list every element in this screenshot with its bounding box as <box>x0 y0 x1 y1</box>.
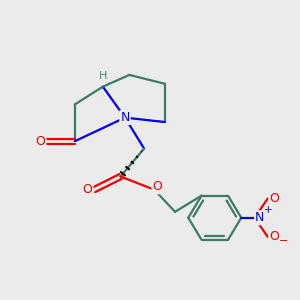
Text: O: O <box>82 183 92 196</box>
Text: N: N <box>255 211 265 224</box>
Text: +: + <box>263 206 272 215</box>
Text: H: H <box>99 71 107 81</box>
Text: O: O <box>269 230 279 243</box>
Text: O: O <box>269 192 279 205</box>
Text: O: O <box>152 180 162 193</box>
Text: −: − <box>279 236 289 246</box>
Text: N: N <box>120 111 130 124</box>
Text: O: O <box>35 135 45 148</box>
